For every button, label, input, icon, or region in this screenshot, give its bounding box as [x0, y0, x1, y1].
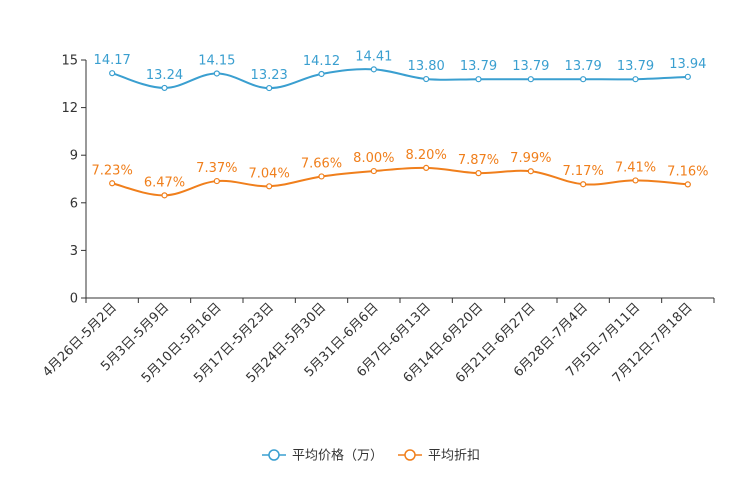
- data-label: 13.80: [408, 59, 445, 74]
- legend-item: 平均价格（万）: [262, 448, 383, 464]
- y-tick-label: 9: [70, 149, 78, 164]
- legend-marker-icon: [404, 449, 416, 461]
- data-label: 7.16%: [667, 164, 708, 179]
- legend-item: 平均折扣: [398, 449, 480, 464]
- data-point: [266, 183, 273, 190]
- series-line: [111, 68, 688, 90]
- data-point: [580, 181, 587, 188]
- legend-label: 平均价格（万）: [292, 448, 383, 464]
- data-point: [632, 76, 639, 83]
- data-label: 13.79: [617, 59, 654, 74]
- data-label: 13.79: [460, 59, 497, 74]
- series-avg-discount: 7.23% 6.47% 7.37% 7.04% 7.66% 8.00% 8.20% 7.87%…: [92, 148, 708, 199]
- data-label: 8.00%: [353, 151, 394, 166]
- data-label: 13.79: [565, 59, 602, 74]
- data-label: 7.23%: [92, 163, 133, 178]
- data-point: [423, 164, 430, 171]
- data-point: [423, 75, 430, 83]
- data-point: [213, 177, 220, 185]
- data-point: [318, 173, 325, 180]
- data-label: 7.41%: [615, 160, 656, 175]
- data-label: 13.79: [512, 59, 549, 74]
- legend-label: 平均折扣: [428, 449, 480, 464]
- data-point: [632, 177, 639, 184]
- legend: 平均价格（万） 平均折扣: [262, 448, 480, 464]
- data-point: [266, 84, 273, 92]
- data-point: [580, 76, 587, 83]
- data-point: [684, 181, 691, 188]
- data-point: [109, 180, 116, 187]
- y-tick-label: 0: [70, 292, 78, 307]
- data-point: [684, 73, 691, 80]
- data-label: 8.20%: [406, 148, 447, 163]
- data-label: 7.17%: [563, 164, 604, 179]
- data-label: 7.66%: [301, 156, 342, 171]
- data-point: [527, 76, 534, 83]
- data-point: [318, 70, 325, 78]
- data-label: 14.41: [355, 49, 392, 64]
- axes: 036912154月26日-5月2日5月3日-5月9日5月10日-5月16日5月…: [40, 54, 715, 386]
- data-label: 13.94: [669, 57, 706, 72]
- data-point: [370, 66, 377, 73]
- data-label: 14.15: [198, 53, 235, 68]
- data-point: [109, 70, 116, 77]
- data-point: [213, 70, 220, 77]
- data-point: [527, 168, 534, 175]
- data-point: [161, 192, 168, 199]
- y-tick-label: 3: [70, 244, 78, 259]
- legend-marker-icon: [268, 449, 280, 461]
- y-tick-label: 12: [61, 101, 78, 116]
- data-label: 13.24: [146, 68, 183, 83]
- data-point: [370, 167, 377, 175]
- series-line: [111, 166, 688, 197]
- series-avg-price: 14.17 13.24 14.15 13.23 14.12 14.41 13.80 13.79…: [94, 49, 706, 92]
- data-label: 14.12: [303, 54, 340, 69]
- y-tick-label: 6: [70, 196, 78, 211]
- data-label: 7.04%: [249, 166, 290, 181]
- data-label: 14.17: [94, 53, 131, 68]
- data-label: 7.37%: [196, 161, 237, 176]
- data-label: 13.23: [251, 68, 288, 83]
- data-label: 6.47%: [144, 175, 185, 190]
- data-point: [475, 76, 482, 83]
- y-tick-label: 15: [61, 54, 78, 69]
- data-label: 7.99%: [510, 151, 551, 166]
- data-point: [475, 170, 482, 177]
- data-label: 7.87%: [458, 153, 499, 168]
- series-layer: 14.17 13.24 14.15 13.23 14.12 14.41 13.80 13.79…: [92, 49, 708, 199]
- data-point: [161, 84, 168, 92]
